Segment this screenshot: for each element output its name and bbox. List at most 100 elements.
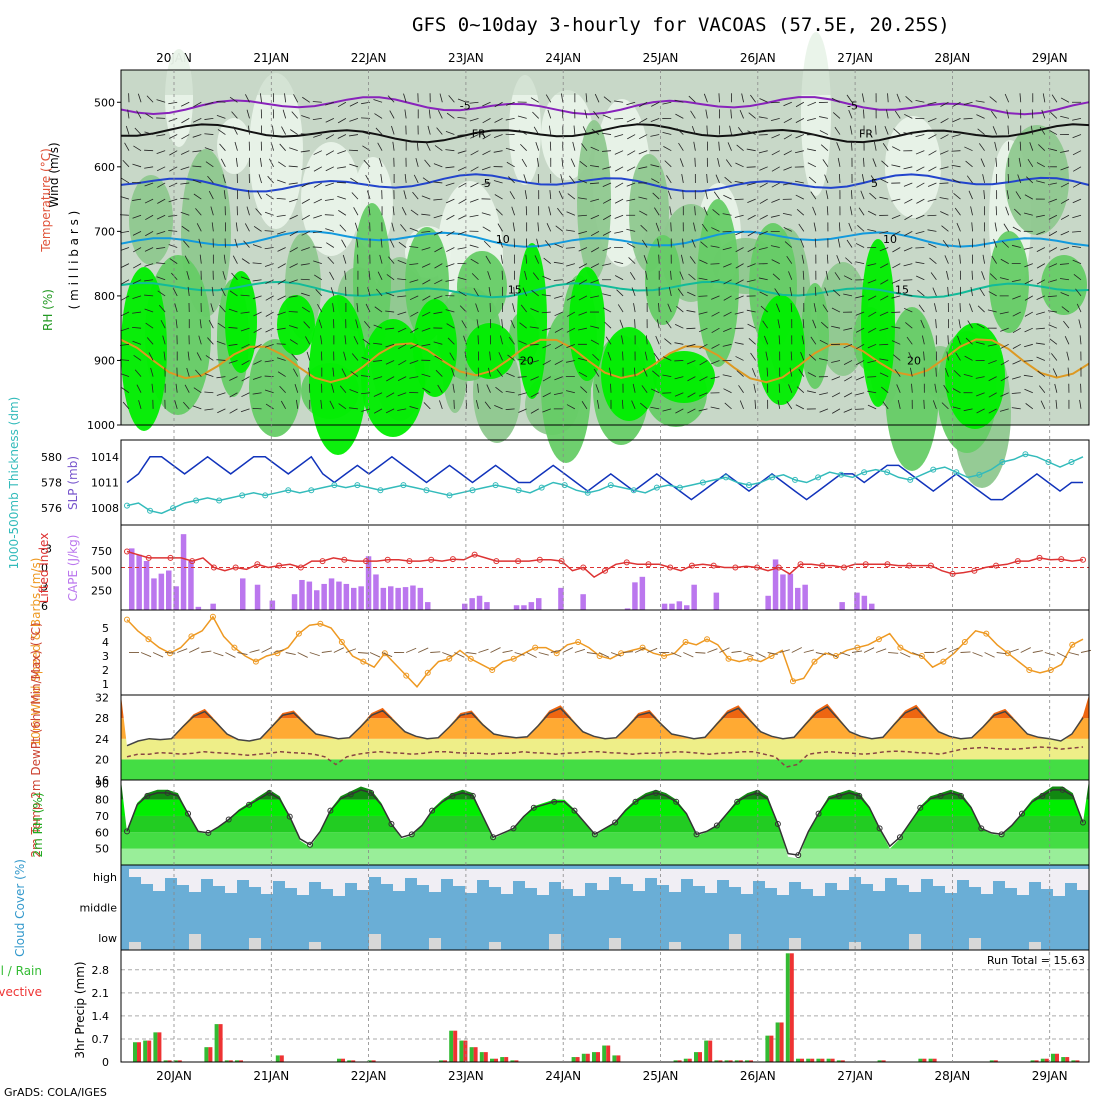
cape-bar [839,602,845,610]
bottom-date-label: 24JAN [545,1069,581,1083]
rh-band [121,832,1089,848]
wind-barb-10m [960,652,970,653]
bottom-date-label: 25JAN [643,1069,679,1083]
cape-bar [418,588,424,610]
rh-region [517,243,547,399]
cloud-high-gap [345,869,357,883]
pressure-tick-label: 900 [94,354,115,367]
wind-barb-10m [973,653,983,657]
wind-barb-10m [732,651,742,652]
wind-barb-10m [864,648,874,653]
top-date-label: 24JAN [545,51,581,65]
cloud-high-gap [405,869,417,878]
wind-barb-10m [250,650,260,653]
cloud-high-gap [249,869,261,887]
cape-bar [580,594,586,610]
precip-total-bar [480,1052,484,1062]
cape-bar [869,604,875,610]
cloud-low-gap [489,942,501,950]
cloud-low-gap [909,934,921,950]
wind-barb-10m [1021,648,1031,653]
wind-barb-10m [744,653,754,656]
cloud-high-gap [633,869,645,891]
cape-bar [484,602,490,610]
cloud-high-gap [1053,869,1065,896]
wind-barb [984,239,985,248]
precip-total-bar [704,1041,708,1062]
precip-conv-bar [1065,1057,1069,1062]
slp-tick-label: 1008 [91,502,119,515]
cape-bar [854,593,860,610]
cloud-high-gap [429,869,441,892]
legend-total-rain: Total / Rain [0,964,42,978]
cloud-high-gap [285,869,297,888]
wind-barb-10m [153,653,163,658]
cape-bar [640,577,646,610]
cloud-high-gap [453,869,465,886]
precip-conv-bar [474,1047,478,1062]
wind-barb [855,409,864,410]
cape-bar [780,574,786,610]
cloud-high-gap [693,869,705,886]
wind-barb-10m [563,648,573,653]
cloud-high-gap [981,869,993,894]
wind-barb [253,408,262,409]
wind-barb-10m [1057,653,1067,658]
cloud-high-gap [1017,869,1029,895]
rh2m-tick-label: 50 [95,843,109,856]
wind-barb-10m [852,651,862,653]
pressure-tick-label: 600 [94,161,115,174]
isotherm-label: 5 [871,177,878,190]
cape-bar [677,601,683,610]
cloud-high-gap [417,869,429,885]
cape-tick-label: 500 [91,565,112,578]
wind-barb-10m [201,651,211,652]
cape-bar [477,596,483,610]
slp-line [127,457,1083,500]
cloud-high-gap [873,869,885,891]
wind-barb-10m [286,653,296,655]
wind-barb-10m [213,653,223,656]
isotherm-label: 20 [520,354,534,367]
wind-barb-10m [539,653,549,656]
wind-barb-10m [310,653,320,656]
pressure-tick-label: 500 [94,96,115,109]
isotherm-label: 10 [883,233,897,246]
precip-total-bar [776,1022,780,1062]
wind-barb-10m [334,648,344,653]
cloud-high-gap [129,869,141,877]
precip-total-bar [602,1046,606,1062]
cape-bar [425,602,431,610]
wind-barb [948,335,949,344]
precip-conv-bar [208,1047,212,1062]
cloud-level-label: high [93,871,117,884]
pressure-tick-label: 800 [94,290,115,303]
precip-total-bar [133,1042,137,1062]
cape-bar [336,582,342,610]
precip-total-bar [786,953,790,1062]
precip-total-bar [765,1036,769,1062]
cape-bar [255,585,260,610]
cape-bar [536,598,542,610]
wind-barb-10m [141,653,151,657]
cloud-high-gap [861,869,873,884]
precip-conv-bar [586,1054,590,1062]
cloud-high-gap [489,869,501,887]
wind-barb-10m [695,653,705,654]
wind-barb-10m [1069,653,1079,656]
wind-barb-10m [671,653,681,657]
wind-barb [1032,109,1033,118]
thickness-tick-label: 576 [41,502,62,515]
cloud-high-gap [1029,869,1041,882]
cloud-high-gap [801,869,813,889]
wind-barb [960,303,961,312]
top-date-label: 28JAN [935,51,971,65]
cloud-high-gap [597,869,609,890]
wind-barb-10m [322,651,332,652]
wind-barb-10m [756,653,766,658]
cloud-high-gap [1077,869,1089,890]
rh-region [165,49,193,147]
precip-total-bar [582,1054,586,1062]
isotherm-label: FR [859,127,873,140]
ylabel-slp: SLP (mb) [66,456,80,510]
